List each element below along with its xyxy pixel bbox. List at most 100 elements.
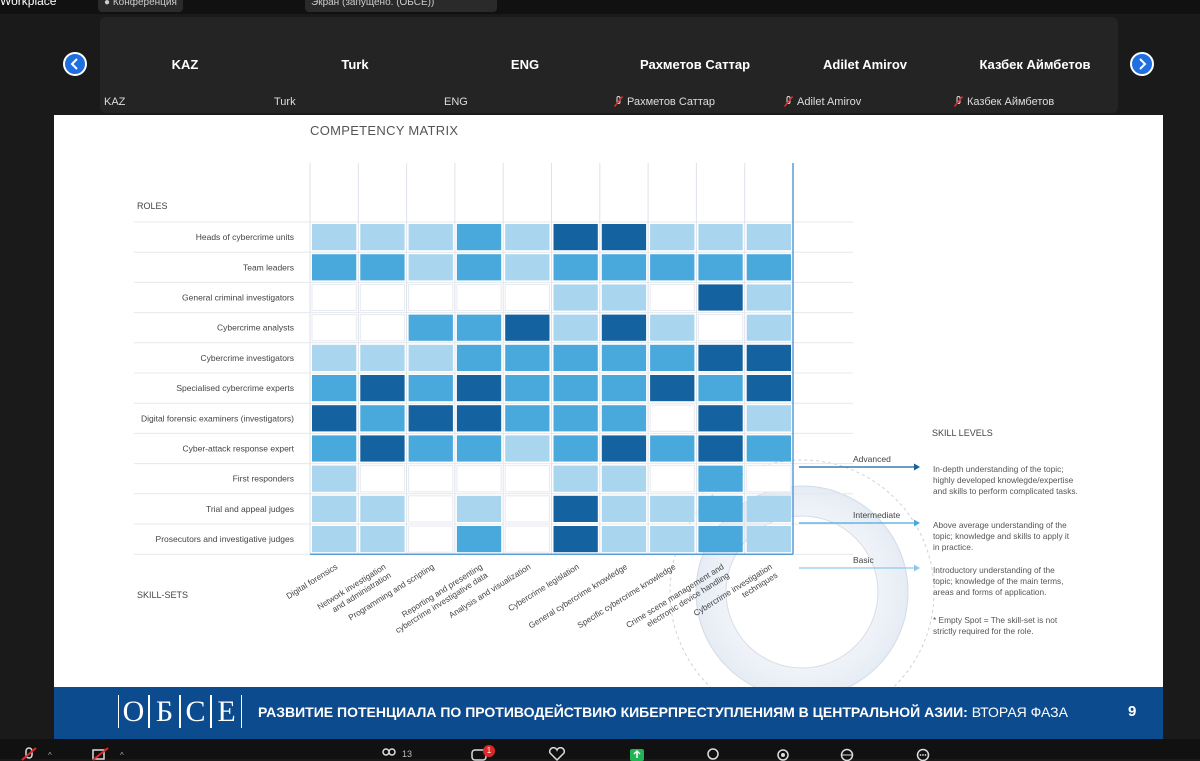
matrix-cell: [746, 284, 791, 311]
matrix-cell: [601, 405, 647, 432]
matrix-cell: [311, 314, 357, 342]
participant-strip: KAZ KAZ Turk Turk ENG ENG Рахметов Саттар Рахме…: [100, 17, 1118, 113]
level-description: highly developed knowlegde/expertise: [933, 475, 1074, 485]
matrix-cell: [359, 283, 406, 312]
matrix-cell: [312, 344, 357, 371]
role-label: General criminal investigators: [182, 293, 294, 303]
shared-slide: COMPETENCY MATRIX ROLES SKILL-SETS Heads of…: [54, 115, 1163, 687]
matrix-cell: [312, 254, 357, 281]
matrix-cell: [553, 526, 598, 553]
matrix-cell: [408, 525, 454, 553]
matrix-cell: [456, 283, 502, 312]
participant-tile[interactable]: Казбек Аймбетов Казбек Аймбетов: [950, 17, 1120, 113]
logo-letter: Е: [212, 695, 241, 728]
matrix-cell: [650, 344, 695, 371]
matrix-cell: [312, 224, 357, 251]
matrix-cell: [698, 465, 743, 492]
level-description: Above average understanding of the: [933, 520, 1067, 530]
matrix-cell: [456, 495, 502, 522]
participant-tile[interactable]: Turk Turk: [270, 17, 440, 113]
role-label: Digital forensic examiners (investigator…: [141, 413, 294, 423]
reactions-icon[interactable]: [548, 747, 566, 761]
participant-name: Казбек Аймбетов: [979, 57, 1091, 72]
level-description: in practice.: [933, 542, 973, 552]
matrix-cell: [553, 465, 598, 492]
conference-label: Конференция: [112, 0, 177, 8]
matrix-cell: [649, 465, 695, 493]
empty-spot-note: * Empty Spot = The skill-set is not: [933, 615, 1058, 625]
matrix-cell: [505, 224, 550, 251]
chat-badge: 1: [483, 745, 495, 757]
next-participants-button[interactable]: [1130, 52, 1154, 76]
level-description: topic; knowledge and skills to apply it: [933, 531, 1070, 541]
matrix-cell: [505, 254, 550, 281]
participant-tile[interactable]: Adilet Amirov Adilet Amirov: [780, 17, 950, 113]
matrix-cell: [553, 495, 598, 522]
matrix-cell: [360, 526, 405, 553]
logo-letter: С: [181, 695, 210, 728]
share-screen-icon[interactable]: [628, 747, 646, 761]
matrix-cell: [408, 283, 454, 312]
matrix-cell: [456, 526, 502, 553]
matrix-cell: [553, 284, 598, 311]
roles-header: ROLES: [137, 201, 168, 211]
matrix-cell: [553, 405, 598, 432]
matrix-cell: [746, 405, 791, 432]
empty-spot-note: strictly required for the role.: [933, 626, 1034, 636]
matrix-cell: [312, 405, 357, 432]
matrix-cell: [746, 314, 791, 341]
matrix-cell: [408, 224, 453, 251]
participant-tile[interactable]: Рахметов Саттар Рахметов Саттар: [610, 17, 780, 113]
matrix-cell: [312, 465, 357, 492]
matrix-cell: [505, 314, 550, 341]
level-description: areas and forms of application.: [933, 587, 1046, 597]
arrow-head: [914, 564, 920, 572]
mic-options-caret[interactable]: ^: [48, 751, 52, 760]
matrix-cell: [601, 314, 647, 341]
participant-name: ENG: [510, 57, 540, 72]
matrix-cell: [456, 465, 502, 493]
user-icon: ●: [104, 0, 111, 8]
participant-tile[interactable]: ENG ENG: [440, 17, 610, 113]
matrix-cell: [360, 495, 405, 522]
participants-count: 13: [402, 749, 413, 759]
page-number: 9: [1128, 703, 1137, 720]
participant-name: Adilet Amirov: [822, 57, 908, 72]
role-label: Team leaders: [243, 262, 294, 272]
conference-pill[interactable]: ● Конференция: [98, 0, 183, 12]
role-label: Cybercrime investigators: [200, 353, 294, 363]
share-pill[interactable]: Экран (запущено. (ОБСЕ)): [305, 0, 497, 12]
matrix-cell: [746, 495, 791, 522]
mic-muted-icon: [954, 96, 963, 107]
participant-tile[interactable]: KAZ KAZ: [100, 17, 270, 113]
matrix-cell: [746, 224, 791, 251]
matrix-cell: [698, 435, 743, 462]
matrix-cell: [456, 254, 502, 281]
matrix-cell: [650, 375, 695, 402]
matrix-cell: [456, 405, 502, 432]
camera-options-caret[interactable]: ^: [120, 751, 124, 760]
matrix-cell: [408, 435, 453, 462]
matrix-cell: [311, 283, 357, 312]
matrix-cell: [504, 495, 551, 523]
participant-label: Turk: [274, 96, 296, 108]
matrix-cell: [505, 435, 550, 462]
matrix-cell: [553, 314, 598, 341]
matrix-cell: [312, 495, 357, 522]
skill-levels-title: SKILL LEVELS: [932, 428, 993, 438]
role-label: Trial and appeal judges: [206, 504, 294, 514]
participant-label: Рахметов Саттар: [614, 96, 715, 108]
matrix-cell: [698, 224, 743, 251]
matrix-cell: [359, 314, 406, 342]
mic-muted-icon: [784, 96, 793, 107]
matrix-cell: [650, 314, 695, 341]
participants-icon[interactable]: [380, 747, 398, 761]
chevron-right-icon: [1139, 58, 1147, 70]
matrix-cell: [746, 254, 791, 281]
prev-participants-button[interactable]: [63, 52, 87, 76]
matrix-cell: [698, 405, 743, 432]
level-name: Intermediate: [853, 510, 901, 520]
mic-muted-icon[interactable]: [20, 747, 38, 761]
matrix-cell: [649, 404, 695, 432]
matrix-cell: [553, 344, 598, 371]
